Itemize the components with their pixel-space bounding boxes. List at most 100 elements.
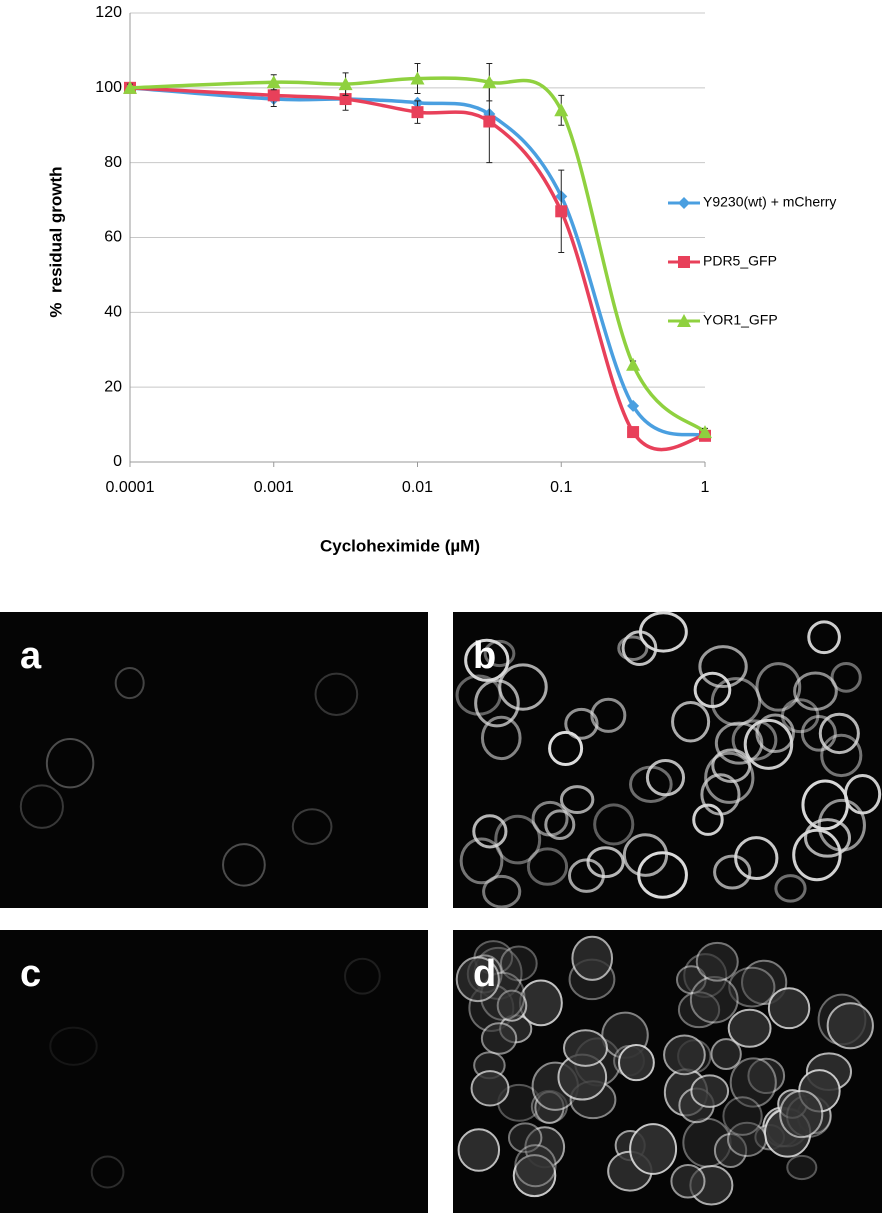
cell — [677, 991, 721, 1029]
x-tick-label: 0.0001 — [106, 479, 155, 496]
cell — [507, 1122, 543, 1154]
cell — [90, 1155, 125, 1189]
cell — [562, 1029, 608, 1067]
cell — [727, 1121, 767, 1157]
cell — [698, 645, 748, 689]
cell — [755, 713, 795, 754]
cell — [670, 1163, 706, 1199]
cell — [531, 800, 569, 837]
cell — [801, 779, 849, 831]
marker — [339, 93, 352, 106]
marker — [482, 75, 497, 89]
marker — [267, 89, 280, 102]
panel-label: c — [20, 953, 41, 995]
y-tick-label: 100 — [95, 79, 122, 96]
cell — [710, 1038, 742, 1070]
legend-label: Y9230(wt) + mCherry — [703, 194, 836, 210]
cell — [593, 803, 635, 846]
cell — [729, 1057, 777, 1108]
cell — [734, 836, 779, 881]
cell — [494, 814, 542, 865]
cell — [498, 663, 548, 711]
marker — [555, 205, 568, 218]
series-line — [129, 86, 706, 438]
legend-marker — [678, 256, 690, 268]
series-line — [129, 86, 706, 452]
cell — [689, 976, 739, 1024]
cell — [629, 1123, 678, 1175]
cell — [19, 784, 64, 829]
x-tick-label: 1 — [701, 479, 710, 496]
marker — [338, 77, 353, 91]
y-tick-label: 0 — [113, 453, 122, 470]
cell — [544, 809, 576, 841]
marker — [483, 115, 496, 128]
cell — [571, 935, 614, 981]
cell — [690, 1074, 730, 1108]
cell — [114, 666, 145, 700]
cell — [622, 833, 669, 877]
cell — [472, 814, 508, 849]
cell — [692, 803, 724, 836]
cell — [621, 630, 658, 666]
panel-label: d — [473, 953, 496, 995]
x-tick-label: 0.1 — [550, 479, 572, 496]
marker — [554, 103, 569, 117]
y-tick-label: 20 — [104, 378, 122, 395]
cell — [767, 987, 811, 1030]
cell — [774, 874, 807, 903]
cell — [457, 1128, 501, 1172]
cell — [291, 808, 333, 846]
marker — [626, 357, 641, 371]
cell — [459, 837, 504, 885]
panel-label: b — [473, 635, 496, 677]
cell — [512, 1154, 557, 1198]
cell — [49, 1026, 98, 1066]
cell — [645, 758, 686, 797]
cell — [804, 818, 851, 858]
marker — [410, 71, 425, 85]
marker — [627, 399, 640, 412]
cell — [727, 1008, 772, 1048]
y-axis-label: % residual growth — [46, 166, 65, 317]
cell — [714, 721, 764, 765]
marker — [698, 425, 712, 439]
legend-marker — [678, 197, 690, 209]
cell — [786, 1154, 818, 1181]
cell — [548, 730, 584, 767]
cell — [222, 843, 266, 887]
cell — [722, 1096, 763, 1136]
cell — [480, 1022, 518, 1055]
cell — [617, 1043, 655, 1082]
cell — [818, 712, 860, 755]
y-tick-label: 60 — [104, 229, 122, 246]
cell — [564, 707, 599, 740]
series-line — [129, 76, 707, 434]
cell — [826, 1002, 874, 1050]
cell — [793, 671, 838, 711]
cell — [743, 718, 794, 770]
cell — [483, 639, 516, 668]
micrograph — [0, 930, 428, 1213]
cell — [713, 854, 752, 890]
y-tick-label: 120 — [95, 4, 122, 21]
y-tick-label: 40 — [104, 304, 122, 321]
cell — [470, 1070, 510, 1107]
cell — [559, 785, 595, 815]
cell — [45, 738, 95, 789]
cell — [514, 1144, 557, 1188]
cell — [779, 1090, 824, 1139]
cell — [526, 847, 569, 886]
marker — [627, 426, 640, 439]
cell — [820, 733, 863, 778]
cell — [671, 701, 711, 743]
cell — [314, 672, 359, 716]
x-tick-label: 0.01 — [402, 479, 433, 496]
cell — [792, 828, 842, 882]
legend-label: PDR5_GFP — [703, 253, 777, 269]
panel-label: a — [20, 635, 42, 677]
cell — [496, 989, 528, 1022]
cell — [704, 751, 755, 804]
y-tick-label: 80 — [104, 154, 122, 171]
